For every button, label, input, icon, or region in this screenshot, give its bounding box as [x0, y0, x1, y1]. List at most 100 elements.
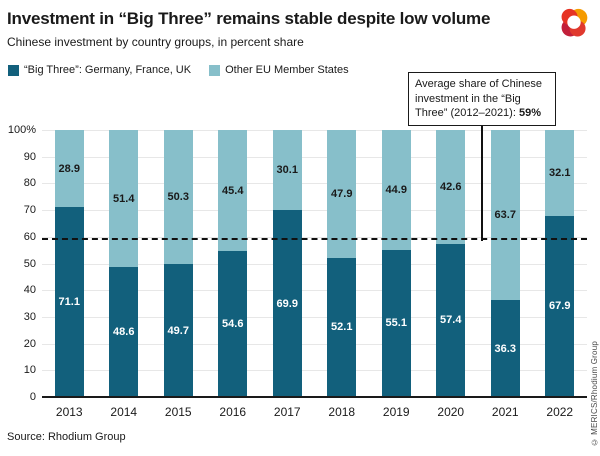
x-axis-tick-label: 2022 — [546, 405, 574, 419]
gridline — [42, 370, 587, 372]
bar-value-label: 54.6 — [222, 318, 244, 331]
bar-value-label: 69.9 — [276, 297, 298, 310]
bar-value-label: 52.1 — [331, 321, 353, 334]
gridline — [42, 343, 587, 345]
y-axis-tick-label: 40 — [23, 284, 36, 297]
y-axis-tick-label: 10 — [23, 364, 36, 377]
y-axis-tick-label: 30 — [23, 310, 36, 323]
x-axis-tick-label: 2016 — [219, 405, 247, 419]
bar-segment-big-three: 54.6 — [218, 251, 248, 397]
gridline — [42, 130, 587, 131]
legend-swatch-other-eu — [209, 64, 221, 76]
bar-segment-big-three: 36.3 — [490, 300, 520, 397]
legend-label-other-eu: Other EU Member States — [225, 64, 349, 76]
bar-group-2014: 48.6 51.4 2014 — [109, 130, 139, 419]
bar-group-2017: 69.9 30.1 2017 — [272, 130, 302, 419]
bar-group-2013: 71.1 28.9 2013 — [54, 130, 84, 419]
legend-label-big-three: “Big Three”: Germany, France, UK — [24, 64, 192, 76]
x-axis-tick-label: 2017 — [273, 405, 301, 419]
legend-item-other-eu: Other EU Member States — [209, 64, 349, 76]
bar-group-2021: 36.3 63.7 2021 — [490, 130, 520, 419]
bar-value-label: 51.4 — [113, 192, 135, 205]
page-subtitle: Chinese investment by country groups, in… — [7, 35, 304, 49]
bar-segment-big-three: 52.1 — [327, 257, 357, 397]
bar-group-2018: 52.1 47.9 2018 — [327, 130, 357, 419]
bar-group-2020: 57.4 42.6 2020 — [436, 130, 466, 419]
bar-value-label: 32.1 — [549, 166, 571, 179]
bar-value-label: 50.3 — [167, 191, 189, 204]
bar-value-label: 47.9 — [331, 187, 353, 200]
y-axis: 100% 90 80 70 60 50 40 30 20 10 0 — [0, 124, 36, 403]
annotation-text: Average share of Chinese investment in t… — [415, 78, 542, 120]
x-axis-tick-label: 2019 — [382, 405, 410, 419]
y-axis-tick-label: 70 — [23, 204, 36, 217]
bar-group-2019: 55.1 44.9 2019 — [381, 130, 411, 419]
x-axis-tick-label: 2021 — [491, 405, 519, 419]
bar-segment-other-eu: 51.4 — [109, 130, 139, 268]
gridline — [42, 156, 587, 158]
bar-value-label: 67.9 — [549, 300, 571, 313]
bar-value-label: 30.1 — [276, 164, 298, 177]
bar-segment-big-three: 71.1 — [54, 207, 84, 397]
bar-value-label: 42.6 — [440, 180, 462, 193]
bar-value-label: 55.1 — [385, 317, 407, 330]
bar-segment-big-three: 48.6 — [109, 267, 139, 397]
bar-segment-big-three: 55.1 — [381, 249, 411, 397]
gridline — [42, 290, 587, 292]
bar-value-label: 45.4 — [222, 184, 244, 197]
annotation-value: 59% — [518, 107, 541, 120]
gridline — [42, 210, 587, 212]
source-note: Source: Rhodium Group — [7, 431, 126, 443]
bar-value-label: 48.6 — [113, 326, 135, 339]
gridline — [42, 183, 587, 185]
y-axis-tick-label: 0 — [29, 391, 36, 403]
annotation-box: Average share of Chinese investment in t… — [408, 72, 556, 126]
bar-value-label: 57.4 — [440, 314, 462, 327]
x-axis-tick-label: 2015 — [164, 405, 192, 419]
x-axis-tick-label: 2014 — [110, 405, 138, 419]
bar-segment-other-eu: 47.9 — [327, 130, 357, 258]
bar-segment-other-eu: 28.9 — [54, 130, 84, 208]
bar-segment-other-eu: 63.7 — [490, 130, 520, 301]
bar-segment-other-eu: 45.4 — [218, 130, 248, 252]
bar-segment-other-eu: 30.1 — [272, 130, 302, 211]
legend: “Big Three”: Germany, France, UK Other E… — [8, 64, 349, 76]
legend-item-big-three: “Big Three”: Germany, France, UK — [8, 64, 191, 76]
y-axis-tick-label: 90 — [23, 150, 36, 163]
annotation-connector-line — [481, 117, 483, 241]
x-axis-tick-label: 2013 — [55, 405, 83, 419]
bar-value-label: 28.9 — [58, 162, 80, 175]
plot-area: 71.1 28.9 2013 48.6 51.4 2014 49.7 50.3 2015 54.6… — [42, 130, 587, 419]
gridline — [42, 263, 587, 265]
x-axis-tick-label: 2020 — [437, 405, 465, 419]
bar-value-label: 44.9 — [385, 183, 407, 196]
y-axis-tick-label: 20 — [23, 337, 36, 350]
gridline — [42, 236, 587, 238]
x-axis-line — [42, 396, 587, 398]
bar-segment-big-three: 49.7 — [163, 264, 193, 397]
bar-group-2022: 67.9 32.1 2022 — [545, 130, 575, 419]
bar-value-label: 49.7 — [167, 324, 189, 337]
bar-segment-big-three: 57.4 — [436, 243, 466, 397]
bar-value-label: 71.1 — [58, 296, 80, 309]
bar-segment-other-eu: 32.1 — [545, 130, 575, 216]
y-axis-tick-label: 80 — [23, 177, 36, 190]
page-title: Investment in “Big Three” remains stable… — [7, 9, 491, 28]
bar-segment-big-three: 69.9 — [272, 210, 302, 397]
bar-segment-other-eu: 44.9 — [381, 130, 411, 250]
y-axis-tick-label: 60 — [23, 230, 36, 243]
y-axis-tick-label: 50 — [23, 257, 36, 270]
bar-group-2016: 54.6 45.4 2016 — [218, 130, 248, 419]
bar-value-label: 63.7 — [494, 209, 516, 222]
legend-swatch-big-three — [8, 64, 19, 76]
gridline — [42, 316, 587, 318]
y-axis-tick-label: 100% — [7, 124, 36, 136]
bar-value-label: 36.3 — [494, 342, 516, 355]
copyright-note: © MERICS/Rhodium Group — [590, 340, 599, 446]
bar-segment-big-three: 67.9 — [545, 215, 575, 397]
bar-segment-other-eu: 42.6 — [436, 130, 466, 244]
bar-group-2015: 49.7 50.3 2015 — [163, 130, 193, 419]
bar-segment-other-eu: 50.3 — [163, 130, 193, 265]
x-axis-tick-label: 2018 — [328, 405, 356, 419]
